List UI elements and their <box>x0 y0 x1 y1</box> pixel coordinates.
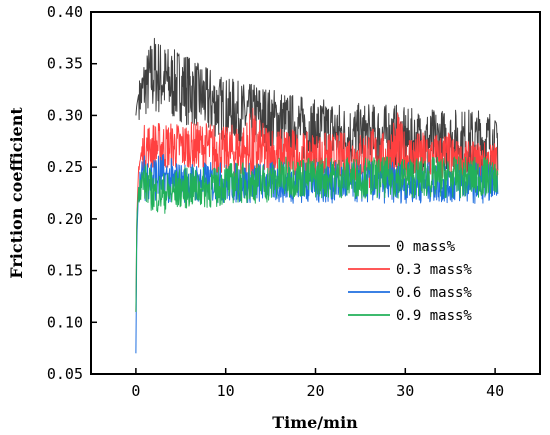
x-axis-title: Time/min <box>272 413 358 432</box>
legend: 0 mass% 0.3 mass% 0.6 mass% 0.9 mass% <box>348 239 472 324</box>
series-line-0 <box>135 37 499 175</box>
y-tick-label: 0.10 <box>47 313 83 331</box>
y-tick-label: 0.15 <box>47 262 83 280</box>
y-axis-title: Friction coefficient <box>7 107 26 279</box>
series-line-1 <box>135 107 499 312</box>
x-tick-label: 20 <box>306 382 324 400</box>
x-tick-label: 30 <box>396 382 414 400</box>
y-tick-label: 0.30 <box>47 106 83 124</box>
y-tick-label: 0.20 <box>47 210 83 228</box>
y-tick-label: 0.40 <box>47 3 83 21</box>
x-tick-label: 40 <box>486 382 504 400</box>
legend-label-2: 0.6 mass% <box>396 285 472 301</box>
legend-label-0: 0 mass% <box>396 239 456 255</box>
legend-label-1: 0.3 mass% <box>396 262 472 278</box>
axis-layer: 0 10 20 30 40 0.05 0.10 0.15 0.20 0.25 0.30 0.35 0.4… <box>47 3 504 400</box>
series-layer <box>135 37 499 354</box>
y-tick-label: 0.05 <box>47 365 83 383</box>
y-tick-label: 0.25 <box>47 158 83 176</box>
y-tick-label: 0.35 <box>47 55 83 73</box>
series-line-3 <box>135 156 499 312</box>
x-tick-label: 10 <box>217 382 235 400</box>
legend-label-3: 0.9 mass% <box>396 308 472 324</box>
x-tick-label: 0 <box>131 382 140 400</box>
